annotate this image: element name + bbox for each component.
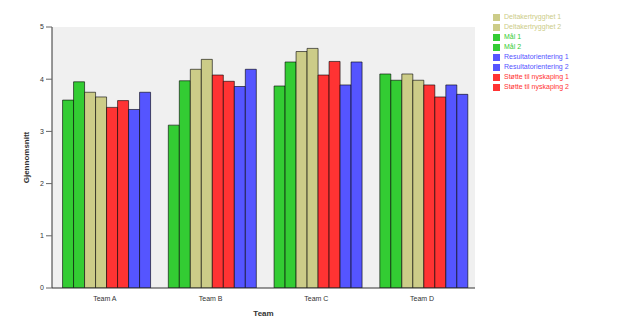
svg-text:Team A: Team A: [93, 295, 117, 302]
svg-text:2: 2: [40, 180, 44, 187]
svg-text:4: 4: [40, 76, 44, 83]
svg-text:Gjennomsnitt: Gjennomsnitt: [22, 131, 31, 183]
html-text:Mål 2: Mål 2: [504, 43, 522, 50]
html-text:Deltakertrygghet 1: Deltakertrygghet 1: [504, 13, 562, 20]
html-text:Mål 1: Mål 1: [504, 33, 522, 40]
svg-text:0: 0: [40, 284, 44, 291]
svg-text:Team C: Team C: [304, 295, 328, 302]
html-text:Resultatorientering 1: Resultatorientering 1: [504, 53, 569, 60]
html-text:Støtte til nyskaping 1: Støtte til nyskaping 1: [504, 73, 569, 80]
svg-text:Team: Team: [253, 309, 273, 318]
svg-text:Team B: Team B: [199, 295, 223, 302]
svg-text:Team D: Team D: [410, 295, 434, 302]
svg-text:1: 1: [40, 232, 44, 239]
html-text:Deltakertrygghet 2: Deltakertrygghet 2: [504, 23, 562, 30]
svg-text:5: 5: [40, 23, 44, 30]
html-text:Resultatorientering 2: Resultatorientering 2: [504, 63, 569, 70]
svg-text:3: 3: [40, 128, 44, 135]
html-text:Støtte til nyskaping 2: Støtte til nyskaping 2: [504, 83, 569, 90]
